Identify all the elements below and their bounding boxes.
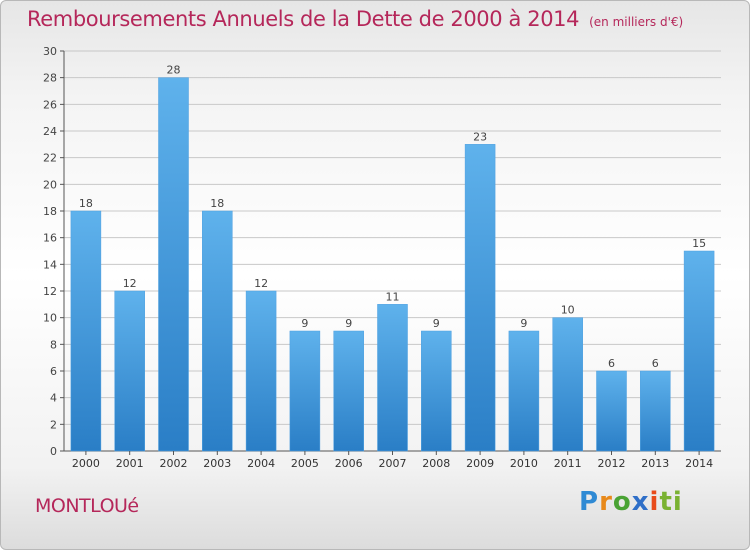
x-tick-label: 2013 bbox=[641, 457, 669, 470]
x-tick-label: 2006 bbox=[335, 457, 363, 470]
bar-value-label: 11 bbox=[386, 290, 400, 303]
bar-value-label: 9 bbox=[520, 317, 527, 330]
bar bbox=[552, 317, 583, 452]
y-tick-label: 22 bbox=[43, 152, 57, 165]
bar bbox=[245, 290, 277, 452]
chart-title-text: Remboursements Annuels de la Dette de 20… bbox=[27, 7, 580, 31]
y-tick-label: 12 bbox=[43, 285, 57, 298]
x-tick-label: 2009 bbox=[466, 457, 494, 470]
logo-letter: P bbox=[579, 487, 600, 517]
commune-name: MONTLOUé bbox=[35, 495, 139, 517]
y-tick-label: 8 bbox=[50, 338, 57, 351]
proxiti-logo: Proxiti bbox=[579, 487, 683, 517]
bar-value-label: 12 bbox=[254, 277, 268, 290]
logo-letter: r bbox=[599, 487, 613, 517]
x-tick-label: 2010 bbox=[510, 457, 538, 470]
x-tick-label: 2003 bbox=[203, 457, 231, 470]
x-tick-label: 2002 bbox=[160, 457, 188, 470]
chart-unit: (en milliers d'€) bbox=[589, 15, 684, 29]
logo-letter: i bbox=[649, 487, 660, 517]
x-tick-label: 2000 bbox=[72, 457, 100, 470]
y-tick-label: 18 bbox=[43, 205, 57, 218]
x-tick-label: 2011 bbox=[554, 457, 582, 470]
bar-value-label: 28 bbox=[167, 64, 181, 77]
bar-value-label: 9 bbox=[433, 317, 440, 330]
bar-value-label: 9 bbox=[345, 317, 352, 330]
y-tick-label: 16 bbox=[43, 232, 57, 245]
y-tick-label: 14 bbox=[43, 258, 57, 271]
y-tick-label: 4 bbox=[50, 392, 57, 405]
y-tick-label: 2 bbox=[50, 418, 57, 431]
y-tick-label: 20 bbox=[43, 178, 57, 191]
bar bbox=[640, 370, 671, 452]
y-tick-label: 6 bbox=[50, 365, 57, 378]
x-tick-label: 2001 bbox=[116, 457, 144, 470]
bar bbox=[70, 210, 102, 452]
x-tick-label: 2007 bbox=[379, 457, 407, 470]
bar bbox=[333, 330, 364, 452]
chart-title: Remboursements Annuels de la Dette de 20… bbox=[27, 7, 683, 31]
bar bbox=[114, 290, 145, 452]
bar bbox=[377, 304, 408, 452]
bar-value-label: 9 bbox=[301, 317, 308, 330]
bar-value-label: 23 bbox=[473, 130, 487, 143]
bar bbox=[421, 330, 452, 452]
y-tick-label: 30 bbox=[43, 45, 57, 58]
x-tick-label: 2008 bbox=[422, 457, 450, 470]
logo-letter: ti bbox=[659, 487, 683, 517]
bar bbox=[596, 370, 627, 452]
y-tick-label: 24 bbox=[43, 125, 57, 138]
bar-value-label: 18 bbox=[210, 197, 224, 210]
bar bbox=[202, 210, 233, 452]
y-tick-label: 0 bbox=[50, 445, 57, 458]
x-tick-label: 2012 bbox=[598, 457, 626, 470]
y-tick-label: 26 bbox=[43, 98, 57, 111]
bar-value-label: 12 bbox=[123, 277, 137, 290]
bar-value-label: 15 bbox=[692, 237, 706, 250]
logo-letter: o bbox=[612, 487, 632, 517]
bar bbox=[508, 330, 540, 452]
y-tick-label: 28 bbox=[43, 72, 57, 85]
bar bbox=[158, 77, 189, 452]
logo-letter: x bbox=[631, 487, 650, 517]
x-tick-label: 2004 bbox=[247, 457, 275, 470]
bar-value-label: 6 bbox=[652, 357, 659, 370]
bar bbox=[683, 250, 715, 452]
bar-value-label: 10 bbox=[561, 304, 575, 317]
y-tick-label: 10 bbox=[43, 312, 57, 325]
x-tick-label: 2014 bbox=[685, 457, 713, 470]
bar-value-label: 18 bbox=[79, 197, 93, 210]
x-tick-label: 2005 bbox=[291, 457, 319, 470]
bar bbox=[464, 144, 496, 452]
bar-value-label: 6 bbox=[608, 357, 615, 370]
bar bbox=[289, 330, 321, 452]
